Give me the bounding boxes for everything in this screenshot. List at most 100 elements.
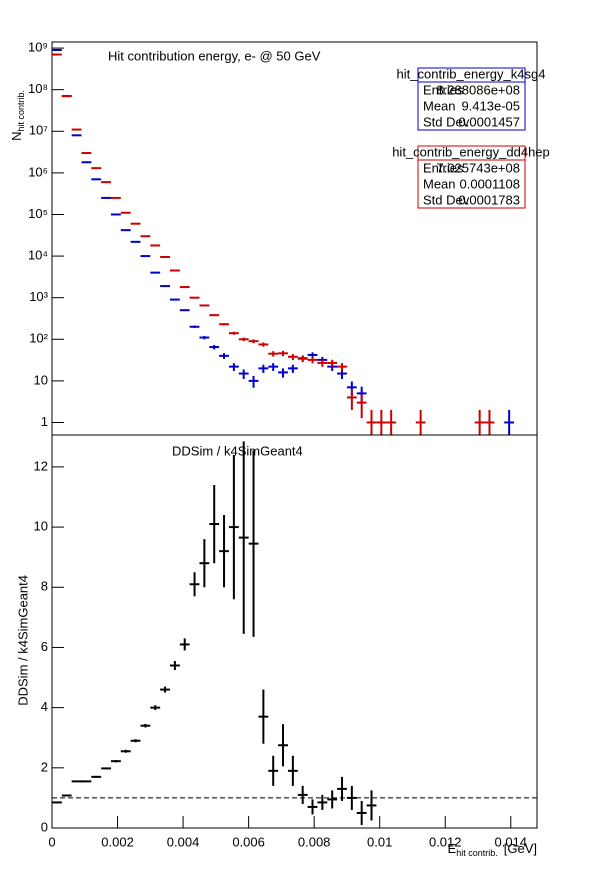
y-tick-label: 12 bbox=[34, 458, 48, 473]
x-tick-label: 0 bbox=[48, 834, 55, 849]
data-point bbox=[278, 368, 288, 378]
y-tick-label: 8 bbox=[41, 579, 48, 594]
frame bbox=[51, 434, 538, 829]
data-point bbox=[337, 776, 347, 801]
y-tick-label: 10² bbox=[29, 331, 48, 346]
data-point bbox=[238, 441, 249, 634]
data-point bbox=[307, 356, 318, 364]
data-point bbox=[278, 724, 288, 767]
data-point bbox=[297, 785, 308, 804]
data-point bbox=[484, 409, 495, 435]
y-tick-label: 10 bbox=[34, 519, 48, 534]
data-point bbox=[386, 409, 397, 435]
stats-key: Entries bbox=[423, 82, 464, 97]
data-point bbox=[219, 323, 229, 326]
x-tick-label: 0.01 bbox=[367, 834, 392, 849]
y-tick-label: 10⁶ bbox=[28, 164, 48, 179]
data-point bbox=[110, 759, 121, 763]
x-tick-label: 0.012 bbox=[429, 834, 462, 849]
data-point bbox=[179, 638, 190, 651]
y-tick-label: 10 bbox=[34, 372, 48, 387]
y-tick-label: 10⁴ bbox=[28, 248, 48, 263]
data-point bbox=[71, 780, 92, 783]
data-point bbox=[356, 800, 367, 825]
stats-value: 0.0001457 bbox=[459, 114, 520, 129]
data-point bbox=[346, 785, 357, 810]
data-point bbox=[179, 309, 190, 312]
data-point bbox=[228, 363, 239, 371]
data-point bbox=[199, 335, 210, 340]
data-point bbox=[504, 409, 515, 435]
data-point bbox=[199, 304, 210, 307]
data-point bbox=[307, 799, 318, 815]
data-point bbox=[327, 790, 338, 809]
data-point bbox=[415, 409, 426, 435]
chart-title: DDSim / k4SimGeant4 bbox=[172, 443, 303, 458]
data-point bbox=[376, 409, 387, 435]
y-tick-label: 10⁹ bbox=[28, 40, 48, 55]
stats-key: Std Dev bbox=[423, 192, 470, 207]
data-point bbox=[268, 755, 279, 786]
data-point bbox=[258, 689, 269, 744]
data-point bbox=[140, 723, 151, 728]
y-tick-label: 6 bbox=[41, 639, 48, 654]
data-point bbox=[366, 790, 377, 821]
y-axis-label-main: N bbox=[9, 132, 24, 141]
stats-box bbox=[417, 67, 526, 131]
data-point bbox=[474, 409, 485, 435]
data-point bbox=[327, 359, 338, 367]
data-point bbox=[61, 794, 72, 797]
stats-value: 8.288086e+08 bbox=[436, 82, 520, 97]
data-point bbox=[287, 755, 298, 786]
data-point bbox=[317, 794, 328, 810]
y-tick-label: 4 bbox=[41, 699, 48, 714]
data-point bbox=[101, 767, 111, 770]
data-point bbox=[248, 339, 259, 344]
y-axis-label-sub: hit contrib. bbox=[16, 90, 26, 132]
data-point bbox=[238, 369, 249, 379]
data-point bbox=[169, 298, 180, 301]
data-point bbox=[228, 454, 239, 600]
data-point bbox=[337, 363, 347, 371]
y-axis-label: DDSim / k4SimGeant4 bbox=[15, 575, 30, 706]
data-point bbox=[160, 686, 170, 693]
stats-value: 9.413e-05 bbox=[461, 98, 520, 113]
data-point bbox=[258, 364, 269, 373]
data-point bbox=[120, 749, 131, 753]
data-point bbox=[150, 705, 161, 711]
stats-key: Entries bbox=[423, 160, 464, 175]
data-point bbox=[278, 350, 288, 357]
data-point bbox=[258, 342, 269, 347]
data-point bbox=[287, 354, 298, 360]
y-tick-label: 10⁷ bbox=[29, 123, 48, 138]
data-point bbox=[248, 375, 259, 388]
y-tick-label: 0 bbox=[41, 819, 48, 834]
x-axis-label-unit: [GeV] bbox=[504, 841, 537, 856]
data-point bbox=[287, 364, 298, 373]
y-tick-label: 2 bbox=[41, 759, 48, 774]
data-point bbox=[52, 801, 62, 804]
y-tick-label: 10³ bbox=[29, 289, 48, 304]
x-axis-label-main: E bbox=[448, 841, 457, 856]
stats-key: Mean bbox=[423, 176, 456, 191]
x-tick-label: 0.006 bbox=[232, 834, 265, 849]
data-point bbox=[317, 359, 328, 367]
data-point bbox=[169, 660, 180, 671]
data-point bbox=[219, 353, 229, 359]
y-tick-label: 10⁵ bbox=[28, 206, 48, 221]
y-axis-label: Nhit contrib. bbox=[9, 90, 26, 141]
data-point bbox=[356, 394, 367, 419]
data-point bbox=[228, 331, 239, 335]
stats-title: hit_contrib_energy_dd4hep bbox=[392, 144, 550, 159]
x-axis-label: Ehit contrib. [GeV] bbox=[448, 841, 537, 858]
data-point bbox=[209, 314, 220, 317]
stats-key: Mean bbox=[423, 98, 456, 113]
data-point bbox=[91, 775, 102, 778]
stats-value: 7.025743e+08 bbox=[436, 160, 520, 175]
stats-title: hit_contrib_energy_k4sg4 bbox=[397, 66, 546, 81]
data-point bbox=[209, 344, 220, 350]
x-tick-label: 0.008 bbox=[298, 834, 331, 849]
stats-key: Std Dev bbox=[423, 114, 470, 129]
x-tick-label: 0.014 bbox=[495, 834, 528, 849]
stats-box bbox=[417, 145, 526, 209]
